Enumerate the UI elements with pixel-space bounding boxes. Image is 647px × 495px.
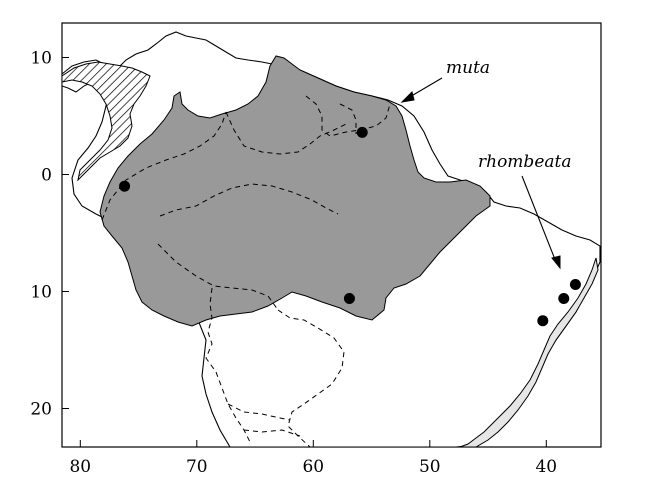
record-point [537, 315, 549, 327]
hatched-region [62, 61, 151, 182]
muta-arrowhead [400, 91, 415, 103]
y-tick-label: 0 [41, 166, 52, 186]
range-muta [99, 55, 491, 327]
x-tick-label: 60 [302, 457, 324, 477]
y-tick-label: 20 [30, 400, 52, 420]
record-point [569, 278, 581, 290]
rhombeata-arrow [521, 175, 557, 263]
record-point [119, 180, 131, 192]
rhombeata-arrowhead [551, 255, 561, 270]
record-points [119, 126, 581, 327]
label-muta: muta [446, 58, 490, 78]
x-tick-label: 50 [419, 457, 441, 477]
x-tick-label: 40 [535, 457, 557, 477]
label-rhombeata: rhombeata [478, 152, 571, 172]
axis-ticks: 80 70 60 50 40 10 0 10 20 [30, 49, 557, 478]
muta-arrow [407, 77, 443, 99]
y-tick-label: 10 [30, 283, 52, 303]
annotation-arrows [400, 77, 561, 270]
record-point [343, 293, 355, 305]
record-point [356, 126, 368, 138]
x-tick-label: 80 [69, 457, 91, 477]
record-point [558, 293, 570, 305]
country-borders [101, 95, 391, 447]
range-rhombeata [459, 257, 599, 447]
y-tick-label: 10 [30, 49, 52, 69]
x-tick-label: 70 [186, 457, 208, 477]
